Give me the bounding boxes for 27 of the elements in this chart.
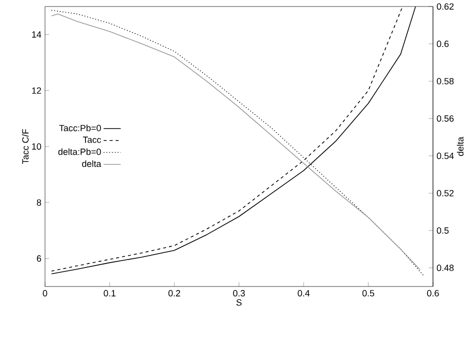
y2-tick-label: 0.52 [436,190,454,197]
y2-tick-label: 0.58 [436,78,454,85]
x-tick-label: 0.6 [427,290,439,297]
y2-tick-label: 0.6 [436,40,449,48]
legend-label: delta:Pb=0 [58,148,101,156]
y-tick-label: 14 [32,32,42,38]
x-tick-label: 0.1 [104,290,116,297]
y2-tick-label: 0.62 [436,4,454,10]
y-tick-label: 12 [32,88,42,94]
legend-label: Tacc:Pb=0 [59,124,101,132]
x-tick-label: 0 [42,290,48,297]
y2-tick-label: 0.5 [436,228,449,234]
x-tick-label: 0.5 [362,290,374,297]
x-tick-label: 0.2 [168,290,180,297]
y2-tick-label: 0.48 [436,264,454,272]
y-axis-title: Tacc C/F [22,129,29,164]
y-tick-label: 6 [36,256,42,262]
x-tick-label: 0.4 [298,290,310,297]
x-tick-label: 0.3 [233,290,245,297]
y-tick-label: 8 [36,200,42,206]
legend-label: delta [82,160,102,168]
y-tick-label: 10 [32,144,42,150]
x-axis-title: S [236,300,242,306]
y2-axis-title: delta [456,137,464,156]
y2-tick-label: 0.54 [436,152,454,160]
y2-tick-label: 0.56 [436,116,454,122]
legend-label: Tacc [82,136,102,144]
